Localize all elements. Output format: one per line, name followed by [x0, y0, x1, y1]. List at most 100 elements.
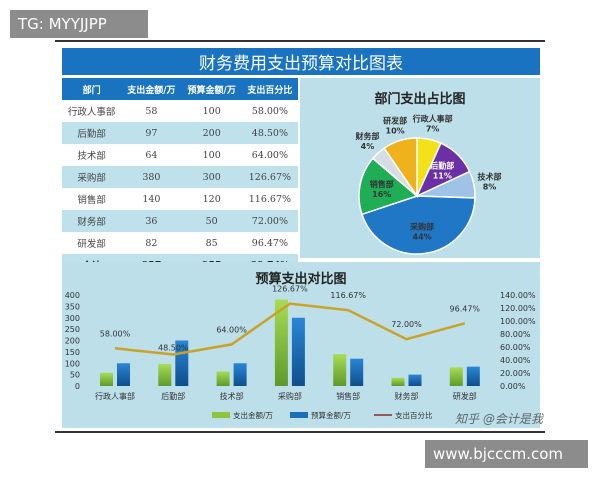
pie-title: 部门支出占比图: [374, 92, 466, 107]
table-cell: 85: [205, 237, 218, 249]
y2-tick-label: 0.00%: [500, 382, 526, 391]
watermark: 知乎 @会计是我: [455, 412, 543, 426]
table-cell: 97: [121, 122, 182, 144]
bar-budget: [350, 358, 364, 386]
bar-expense: [449, 367, 463, 386]
legend-label: 支出百分比: [395, 410, 433, 420]
legend-label: 支出金额/万: [233, 410, 274, 420]
legend-swatch: [212, 412, 230, 418]
bar-budget: [291, 317, 305, 386]
table-cell: 销售部: [77, 195, 106, 206]
bar-expense: [158, 363, 172, 386]
column-header: 部门: [62, 78, 122, 100]
table-cell: 64.00%: [251, 149, 289, 161]
y-tick-label: 150: [65, 348, 80, 357]
table-cell: 后勤部: [62, 122, 122, 144]
bar-chart: 0 50 100 150 200 250 300 350 400 0.00% 20.00% 40.00…: [65, 285, 536, 420]
y-tick-label: 350: [65, 302, 80, 311]
bar-panel: 预算支出对比图 0 50 100 150 200 250 300 350 400 0.00% 20.…: [62, 262, 540, 428]
table-row: 行政人事部 58 100 58.00%: [62, 100, 298, 122]
table-cell: 96.47%: [251, 237, 289, 249]
table-cell: 48.50%: [241, 122, 298, 144]
table-cell: 116.67%: [248, 193, 292, 205]
y-tick-label: 50: [70, 371, 80, 380]
y-tick-label: 200: [65, 337, 80, 346]
pie-label-percent: 44%: [413, 233, 432, 242]
bar-budget: [466, 366, 480, 386]
table-cell: 研发部: [77, 239, 106, 250]
table-cell: 采购部: [62, 166, 122, 188]
table-row: 技术部 64 100 64.00%: [62, 144, 298, 166]
bar-budget: [233, 363, 247, 386]
bar-title: 预算支出对比图: [255, 272, 347, 287]
table-cell: 120: [202, 193, 221, 205]
bar-expense: [274, 299, 288, 386]
table-row: 销售部 140 120 116.67%: [62, 188, 298, 210]
bar-expense: [216, 371, 230, 386]
page-title: 财务费用支出预算对比图表: [62, 48, 540, 75]
pie-panel: 部门支出占比图 行政人事部 7% 后勤部 11% 技术部 8% 采购部 44% 销售部 16% 财务…: [300, 78, 540, 258]
data-label: 48.50%: [158, 343, 189, 352]
data-label: 96.47%: [450, 304, 481, 313]
pie-slice: [383, 137, 418, 199]
pie-label-percent: 11%: [433, 171, 452, 180]
pie-label-name: 行政人事部: [412, 114, 453, 124]
table-row: 后勤部 97 200 48.50%: [62, 122, 298, 144]
column-header: 支出金额/万: [121, 78, 182, 100]
x-tick-label: 后勤部: [161, 391, 185, 401]
data-label: 58.00%: [100, 329, 131, 338]
column-header: 预算金额/万: [181, 78, 242, 100]
x-tick-label: 财务部: [395, 391, 419, 401]
y2-tick-label: 100.00%: [500, 317, 536, 326]
pie-label-name: 研发部: [383, 115, 407, 125]
pie-slice: [358, 157, 419, 216]
table-cell: 100: [202, 149, 221, 161]
table-cell: 36: [121, 210, 182, 232]
table-cell: 140: [142, 193, 161, 205]
pie-label-percent: 8%: [483, 182, 497, 191]
pie-label-name: 采购部: [409, 222, 434, 232]
legend-swatch: [290, 412, 308, 418]
x-tick-label: 销售部: [336, 391, 360, 401]
bar-expense: [100, 372, 113, 386]
table-row: 研发部 82 85 96.47%: [62, 232, 298, 254]
x-tick-label: 行政人事部: [95, 391, 135, 401]
x-tick-label: 技术部: [220, 391, 244, 401]
bar-budget: [117, 363, 130, 386]
y2-tick-label: 20.00%: [500, 369, 531, 378]
y-tick-label: 250: [65, 325, 80, 334]
table-row: 财务部 36 50 72.00%: [62, 210, 298, 232]
table-row: 采购部 380 300 126.67%: [62, 166, 298, 188]
pie-slice: [361, 195, 476, 255]
y-tick-label: 400: [65, 291, 80, 300]
table-cell: 380: [121, 166, 182, 188]
y-tick-label: 100: [65, 359, 80, 368]
y2-tick-label: 80.00%: [500, 330, 531, 339]
table-cell: 72.00%: [241, 210, 298, 232]
data-label: 116.67%: [330, 291, 366, 300]
x-tick-label: 采购部: [278, 391, 302, 401]
data-label: 126.67%: [272, 285, 308, 294]
line-percent: [114, 302, 466, 356]
bar-expense: [391, 377, 405, 386]
pie-label-percent: 4%: [361, 142, 375, 151]
table-cell: 300: [181, 166, 242, 188]
table-cell: 82: [145, 237, 158, 249]
table-cell: 58: [145, 105, 158, 117]
bar-budget: [408, 374, 422, 386]
pie-label-name: 财务部: [354, 131, 379, 141]
table-cell: 58.00%: [251, 105, 289, 117]
table-header: 部门 支出金额/万 预算金额/万 支出百分比: [62, 78, 298, 100]
pie-label-name: 后勤部: [430, 160, 454, 170]
bar-expense: [333, 354, 347, 386]
column-header: 支出百分比: [241, 78, 298, 100]
table-cell: 100: [202, 105, 221, 117]
channel-tag: TG: MYYJJPP: [10, 10, 148, 38]
data-label: 64.00%: [216, 325, 247, 334]
legend-label: 预算金额/万: [311, 410, 352, 420]
table-cell: 126.67%: [241, 166, 298, 188]
y-tick-label: 300: [65, 314, 80, 323]
y2-tick-label: 120.00%: [500, 304, 536, 313]
pie-label-percent: 16%: [372, 190, 391, 199]
